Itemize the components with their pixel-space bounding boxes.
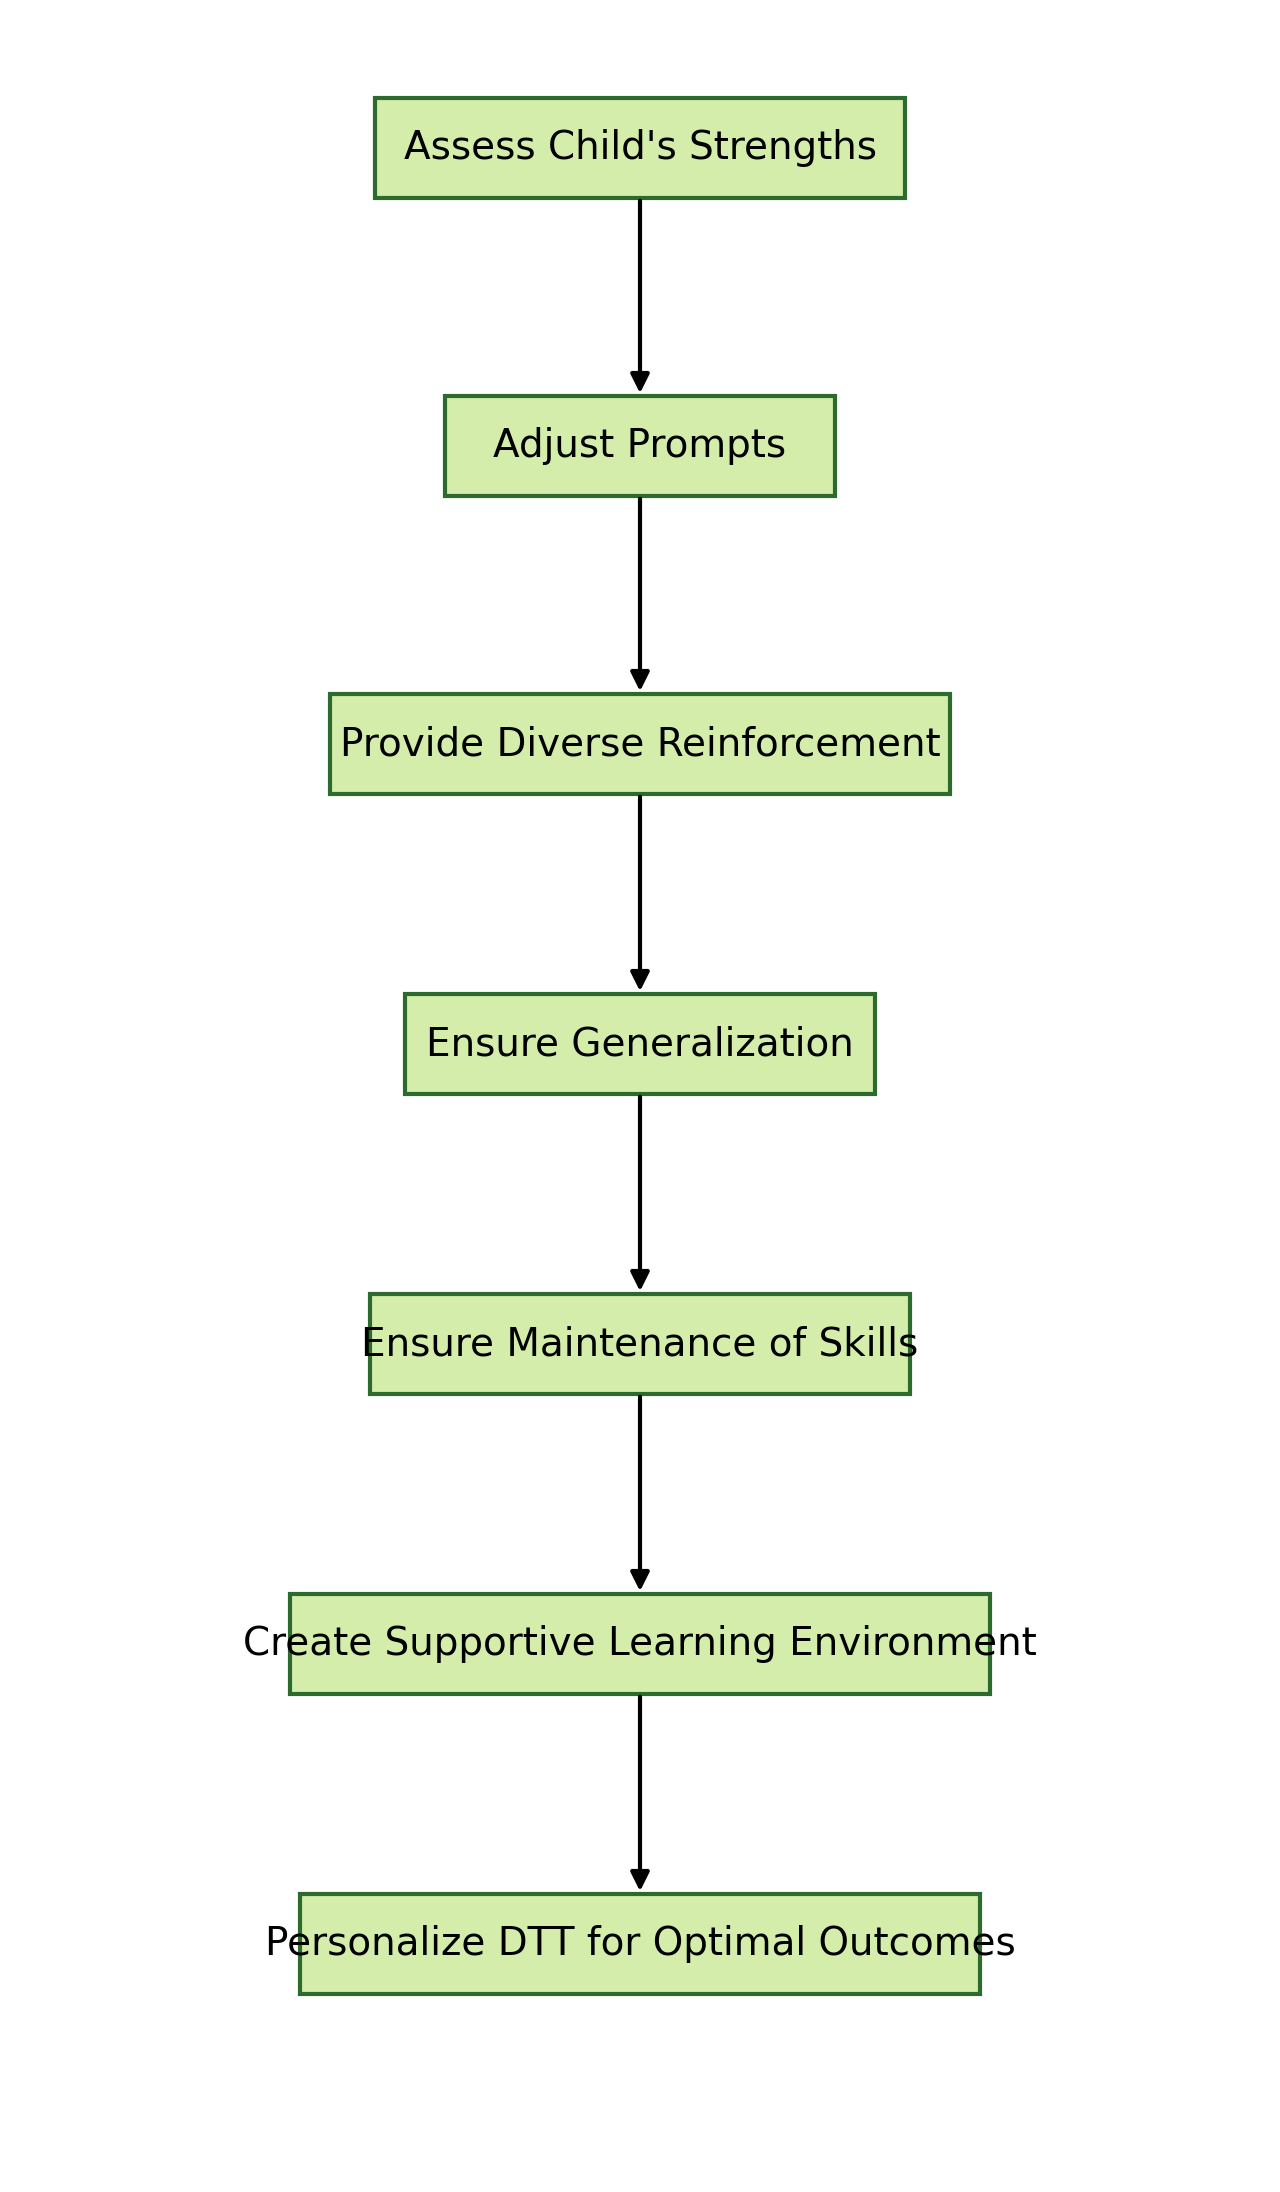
FancyBboxPatch shape: [404, 993, 876, 1094]
FancyBboxPatch shape: [291, 1594, 989, 1694]
Text: Ensure Generalization: Ensure Generalization: [426, 1026, 854, 1063]
Text: Personalize DTT for Optimal Outcomes: Personalize DTT for Optimal Outcomes: [265, 1925, 1015, 1964]
FancyBboxPatch shape: [370, 1293, 910, 1394]
FancyBboxPatch shape: [330, 695, 950, 794]
FancyBboxPatch shape: [445, 397, 835, 495]
FancyBboxPatch shape: [300, 1894, 980, 1995]
Text: Ensure Maintenance of Skills: Ensure Maintenance of Skills: [361, 1324, 919, 1363]
Text: Assess Child's Strengths: Assess Child's Strengths: [403, 129, 877, 167]
Text: Provide Diverse Reinforcement: Provide Diverse Reinforcement: [339, 726, 941, 763]
FancyBboxPatch shape: [375, 99, 905, 197]
Text: Create Supportive Learning Environment: Create Supportive Learning Environment: [243, 1624, 1037, 1664]
Text: Adjust Prompts: Adjust Prompts: [493, 427, 787, 465]
